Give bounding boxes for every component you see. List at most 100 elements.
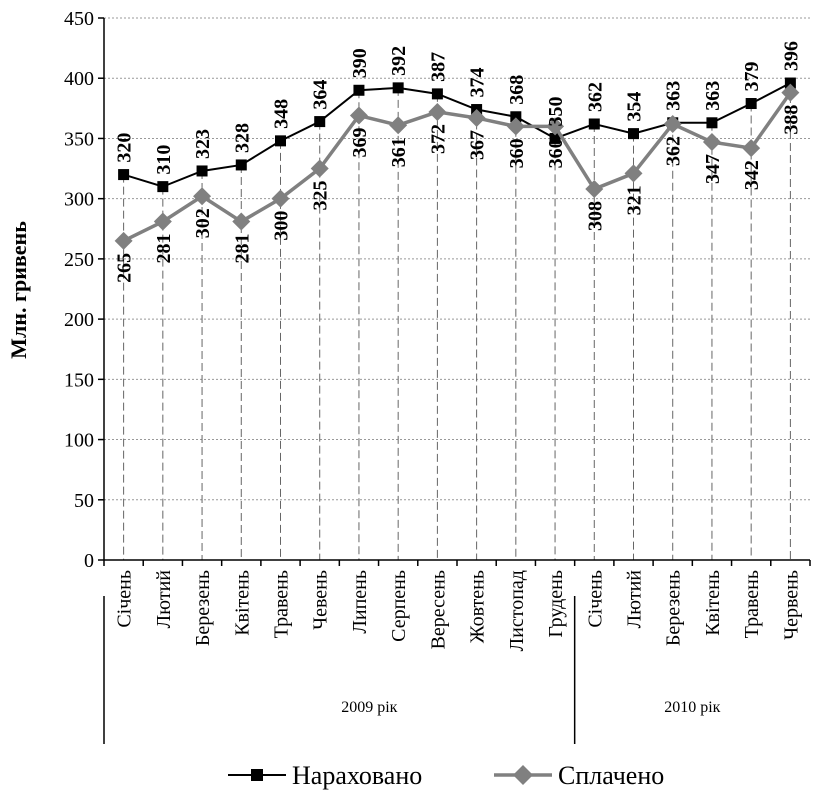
- data-point-marker: [585, 180, 604, 199]
- x-category-label: Січень: [584, 570, 606, 628]
- x-category-label: Травень: [271, 570, 293, 638]
- x-category-label: Червень: [780, 570, 802, 640]
- data-label: 281: [231, 234, 253, 264]
- data-point-marker: [275, 135, 286, 147]
- data-label: 320: [114, 133, 136, 163]
- series-line: [122, 91, 792, 243]
- data-point-marker: [389, 116, 408, 135]
- data-label: 367: [467, 130, 489, 160]
- data-point-marker: [784, 77, 796, 89]
- data-label: 265: [114, 253, 136, 283]
- axes: [98, 17, 811, 566]
- data-label: 281: [153, 234, 175, 264]
- data-labels: 320 265 310 281 323 302 328 281 348 300 364 325 390 3…: [114, 41, 803, 283]
- y-tick-label: 350: [64, 128, 94, 150]
- data-point-marker: [428, 102, 447, 121]
- x-category-label: Січень: [114, 570, 136, 628]
- data-point-marker: [467, 108, 486, 127]
- data-point-marker: [196, 165, 208, 177]
- legend-marker: [251, 769, 263, 781]
- data-point-marker: [702, 133, 721, 152]
- data-label: 362: [663, 136, 685, 166]
- grid-lines: [104, 17, 810, 501]
- y-tick-label: 450: [64, 8, 94, 30]
- data-point-marker: [431, 88, 443, 100]
- data-point-marker: [114, 231, 133, 250]
- x-category-label: Чевень: [310, 570, 332, 630]
- x-category-label: Липень: [349, 570, 371, 634]
- x-category-label: Серпень: [388, 570, 410, 642]
- data-label: 369: [349, 128, 371, 158]
- data-label: 387: [427, 52, 449, 82]
- data-point-marker: [546, 117, 565, 136]
- data-label: 363: [702, 81, 724, 111]
- x-category-label: Березень: [192, 570, 214, 646]
- data-point-marker: [232, 212, 251, 231]
- data-label: 372: [427, 124, 449, 154]
- data-point-marker: [745, 98, 757, 110]
- data-point-marker: [663, 114, 682, 133]
- data-label: 348: [271, 99, 293, 129]
- y-tick-label: 400: [64, 68, 94, 90]
- data-point-marker: [706, 117, 718, 129]
- data-point-marker: [271, 189, 290, 208]
- data-point-marker: [193, 187, 212, 206]
- data-label: 310: [153, 145, 175, 175]
- data-label: 390: [349, 48, 371, 78]
- data-label: 302: [192, 208, 214, 238]
- legend-marker: [513, 765, 533, 785]
- data-point-marker: [628, 128, 639, 140]
- data-label: 364: [310, 80, 332, 110]
- data-label: 361: [388, 137, 410, 167]
- x-category-label: Березень: [663, 570, 685, 646]
- y-tick-label: 0: [84, 550, 94, 572]
- data-point-marker: [588, 118, 600, 130]
- data-point-marker: [549, 132, 561, 144]
- category-group-labels: 2009 рік 2010 рік: [103, 596, 721, 744]
- data-point-marker: [157, 181, 169, 193]
- data-point-marker: [624, 164, 643, 183]
- data-label: 379: [741, 62, 763, 92]
- data-label: 323: [192, 129, 214, 159]
- data-label: 374: [467, 68, 489, 98]
- x-category-label: Жовтень: [467, 570, 489, 643]
- data-label: 392: [388, 46, 410, 76]
- y-tick-label: 50: [74, 490, 94, 512]
- data-point-marker: [781, 83, 800, 102]
- y-tick-label: 200: [64, 309, 94, 331]
- y-axis-label: Млн. гривень: [6, 221, 31, 359]
- data-label: 360: [506, 138, 528, 168]
- data-point-marker: [510, 111, 522, 123]
- data-point-marker: [349, 106, 368, 125]
- y-tick-label: 300: [64, 189, 94, 211]
- x-category-label: Лютий: [153, 570, 175, 629]
- data-point-marker: [310, 159, 329, 178]
- data-label: 350: [545, 96, 567, 126]
- data-label: 300: [271, 211, 293, 241]
- data-point-marker: [742, 139, 761, 158]
- data-point-marker: [153, 212, 172, 231]
- data-label: 325: [310, 181, 332, 211]
- data-point-marker: [392, 82, 404, 94]
- data-label: 360: [545, 138, 567, 168]
- y-tick-label: 250: [64, 249, 94, 271]
- data-label: 363: [663, 81, 685, 111]
- data-label: 328: [231, 123, 253, 153]
- data-point-marker: [314, 116, 326, 128]
- legend-label: Нараховано: [292, 761, 422, 790]
- y-tick-labels: 0 50 100 150 200 250 300 350 400 450: [64, 8, 94, 572]
- data-point-marker: [235, 159, 247, 171]
- x-category-label: Лютий: [624, 570, 646, 629]
- y-tick-label: 150: [64, 369, 94, 391]
- category-group-label: 2009 рік: [341, 699, 397, 716]
- data-label: 368: [506, 75, 528, 105]
- data-point-marker: [506, 117, 525, 136]
- series-lines: [114, 77, 800, 250]
- x-category-label: Вересень: [427, 570, 449, 649]
- x-category-labels: Січень Лютий Березень Квітень Травень Чевень Л…: [114, 570, 803, 652]
- category-group-label: 2010 рік: [664, 699, 720, 716]
- data-label: 342: [741, 160, 763, 190]
- data-label: 347: [702, 154, 724, 184]
- x-category-label: Квітень: [231, 570, 253, 636]
